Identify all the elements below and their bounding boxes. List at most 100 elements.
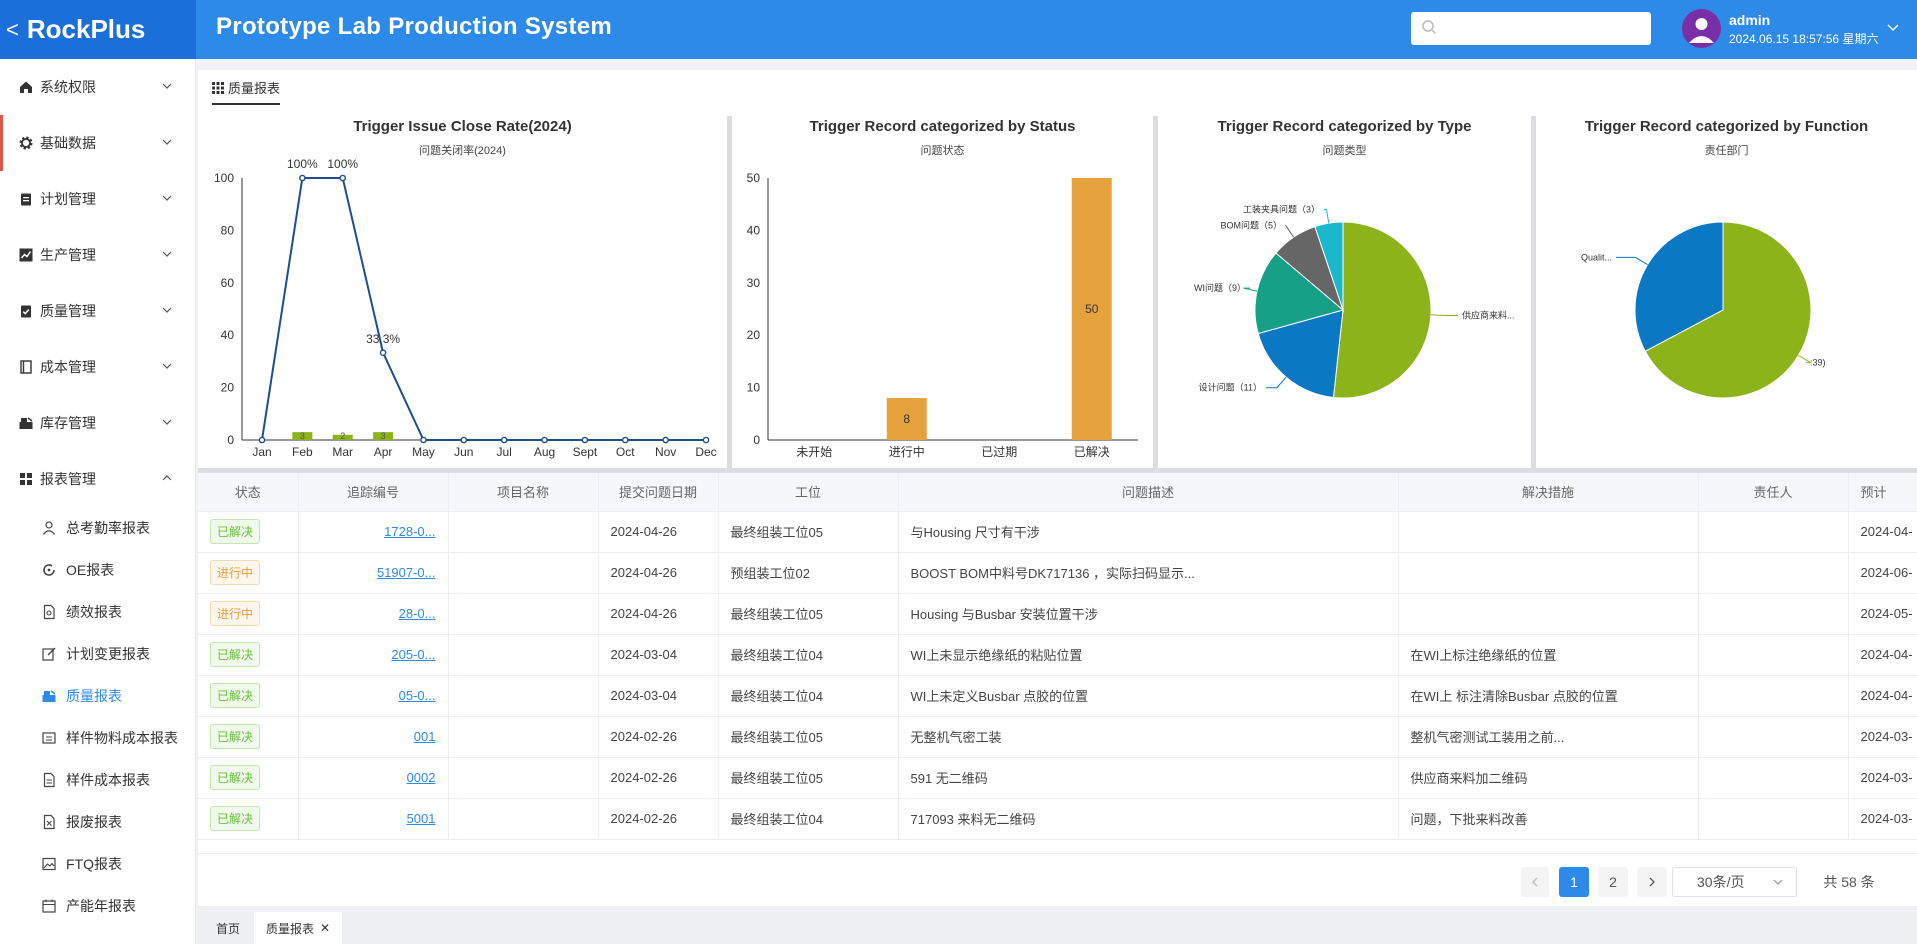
column-header[interactable]: 状态: [198, 473, 299, 512]
page-size-select[interactable]: 30条/页: [1672, 867, 1797, 897]
table-row[interactable]: 已解决 001 2024-02-26 最终组装工位05 无整机气密工装 整机气密测试工装用…: [198, 716, 1917, 758]
submenu-quality-report[interactable]: 质量报表: [0, 675, 195, 717]
table-row[interactable]: 已解决 0002 2024-02-26 最终组装工位05 591 无二维码 供应商来料加二…: [198, 757, 1917, 799]
refresh-icon: [43, 564, 55, 576]
pie-label: BOM问题（5）: [1220, 220, 1282, 231]
submenu-plan-change-report[interactable]: 计划变更报表: [0, 633, 195, 675]
column-header[interactable]: 项目名称: [448, 473, 599, 512]
submenu-sample-material-cost-report[interactable]: 样件物料成本报表: [0, 717, 195, 759]
logo[interactable]: < RockPlus: [0, 0, 196, 59]
due-cell: 2024-04-: [1848, 634, 1917, 676]
bar-label: 8: [903, 412, 910, 426]
column-header[interactable]: 预计: [1848, 473, 1917, 512]
project-cell: [448, 716, 599, 758]
table-row[interactable]: 已解决 5001 2024-02-26 最终组装工位04 717093 来料无二维码 问题…: [198, 798, 1917, 840]
avatar[interactable]: [1682, 9, 1721, 48]
tracking-id-link[interactable]: 001: [413, 729, 436, 744]
tab-quality-report[interactable]: 质量报表 ✕: [254, 912, 343, 944]
logo-text: RockPlus: [26, 14, 146, 44]
table-row[interactable]: 进行中 51907-0... 2024-04-26 预组装工位02 BOOST BOM中…: [198, 552, 1917, 594]
pie-leader-line: [1266, 376, 1287, 389]
table-row[interactable]: 已解决 205-0... 2024-03-04 最终组装工位04 WI上未显示绝缘纸的粘…: [198, 634, 1917, 676]
submenu-ftq-report[interactable]: FTQ报表: [0, 843, 195, 885]
station-cell: 最终组装工位04: [718, 675, 899, 717]
submenu-scrap-report[interactable]: 报废报表: [0, 801, 195, 843]
submenu-label: 计划变更报表: [66, 646, 150, 662]
tracking-id-link[interactable]: 05-0...: [398, 688, 436, 703]
page-tab-quality-report[interactable]: 质量报表: [212, 78, 281, 105]
back-icon[interactable]: <: [6, 16, 19, 42]
column-header[interactable]: 问题描述: [898, 473, 1399, 512]
menu-inventory-management[interactable]: 库存管理: [0, 395, 195, 451]
y-tick-label: 100: [214, 171, 234, 185]
submenu-performance-report[interactable]: 绩效报表: [0, 591, 195, 633]
chart-title: Trigger Record categorized by Type: [1217, 118, 1472, 135]
tracking-id-link[interactable]: 5001: [406, 811, 436, 826]
tracking-id-link[interactable]: 205-0...: [391, 647, 436, 662]
tracking-id-link[interactable]: 1728-0...: [384, 524, 436, 539]
page-button-1[interactable]: 1: [1559, 867, 1589, 897]
divider: [1531, 116, 1536, 468]
data-point: [500, 436, 508, 444]
menu-report-management[interactable]: 报表管理: [0, 451, 195, 507]
tracking-id-link[interactable]: 28-0...: [398, 606, 436, 621]
data-point: [541, 436, 548, 444]
column-header[interactable]: 工位: [718, 473, 899, 512]
submenu-oe-report[interactable]: OE报表: [0, 549, 195, 591]
next-page-button[interactable]: [1637, 867, 1667, 897]
sidebar: 系统权限 基础数据 计划管理 生产管理 质量管理 成本管理 库存管理 报表管理: [0, 59, 196, 944]
chevron-down-icon: [162, 363, 172, 369]
pie-leader-line: [1430, 314, 1458, 317]
menu-cost-management[interactable]: 成本管理: [0, 339, 195, 395]
table-row[interactable]: 已解决 05-0... 2024-03-04 最终组装工位04 WI上未定义Busbar…: [198, 675, 1917, 717]
chevron-down-icon: [162, 83, 172, 89]
table-row[interactable]: 进行中 28-0... 2024-04-26 最终组装工位05 Housing 与Bus…: [198, 593, 1917, 635]
prev-page-button[interactable]: [1521, 867, 1549, 897]
y-tick-label: 80: [221, 223, 235, 237]
solution-cell: 整机气密测试工装用之前...: [1398, 716, 1699, 758]
column-header[interactable]: 责任人: [1698, 473, 1849, 512]
submenu-attendance-report[interactable]: 总考勤率报表: [0, 507, 195, 549]
project-cell: [448, 798, 599, 840]
station-cell: 最终组装工位04: [718, 798, 899, 840]
submenu-capacity-annual-report[interactable]: 产能年报表: [0, 885, 195, 927]
menu-system-permission[interactable]: 系统权限: [0, 59, 195, 115]
x-tick-label: Apr: [374, 445, 393, 459]
column-header[interactable]: 追踪编号: [298, 473, 449, 512]
column-header[interactable]: 提交问题日期: [598, 473, 719, 512]
divider: [198, 468, 1917, 473]
status-cell: 已解决: [198, 675, 299, 717]
tracking-id-link[interactable]: 51907-0...: [376, 565, 436, 580]
status-cell: 进行中: [198, 552, 299, 594]
menu-quality-management[interactable]: 质量管理: [0, 283, 195, 339]
quality-table: 状态 追踪编号 项目名称 提交问题日期 工位 问题描述 解决措施 责任人 预计 …: [198, 473, 1917, 853]
menu-label: 库存管理: [40, 415, 96, 431]
y-tick-label: 0: [227, 433, 234, 447]
status-badge: 已解决: [210, 683, 261, 708]
table-row[interactable]: 已解决 1728-0... 2024-04-26 最终组装工位05 与Housing 尺…: [198, 511, 1917, 553]
menu-basic-data[interactable]: 基础数据: [0, 115, 195, 171]
user-outline-icon: [43, 521, 55, 535]
menu-plan-management[interactable]: 计划管理: [0, 171, 195, 227]
chart-subtitle: 责任部门: [1704, 145, 1749, 157]
data-point: [339, 174, 347, 182]
close-icon[interactable]: ✕: [320, 921, 331, 935]
y-tick-label: 60: [221, 276, 235, 290]
chevron-down-icon[interactable]: [1886, 20, 1900, 34]
page-button-2[interactable]: 2: [1598, 867, 1628, 897]
status-cell: 已解决: [198, 757, 299, 799]
status-plot: 0 10 20 30 40 50 未开始 进行中 8 已过期 已解决 50: [747, 171, 1138, 459]
x-tick-label: Dec: [695, 445, 716, 459]
bar: [1071, 178, 1112, 440]
column-header[interactable]: 解决措施: [1398, 473, 1699, 512]
menu-label: 质量管理: [40, 303, 96, 319]
data-point: [379, 349, 387, 357]
status-cell: 已解决: [198, 511, 299, 553]
tab-home[interactable]: 首页: [204, 912, 252, 944]
tracking-id-link[interactable]: 0002: [406, 770, 436, 785]
search-input[interactable]: [1411, 12, 1651, 45]
due-cell: 2024-03-: [1848, 716, 1917, 758]
menu-production-management[interactable]: 生产管理: [0, 227, 195, 283]
submenu-sample-cost-report[interactable]: 样件成本报表: [0, 759, 195, 801]
x-tick-label: Jan: [252, 445, 271, 459]
